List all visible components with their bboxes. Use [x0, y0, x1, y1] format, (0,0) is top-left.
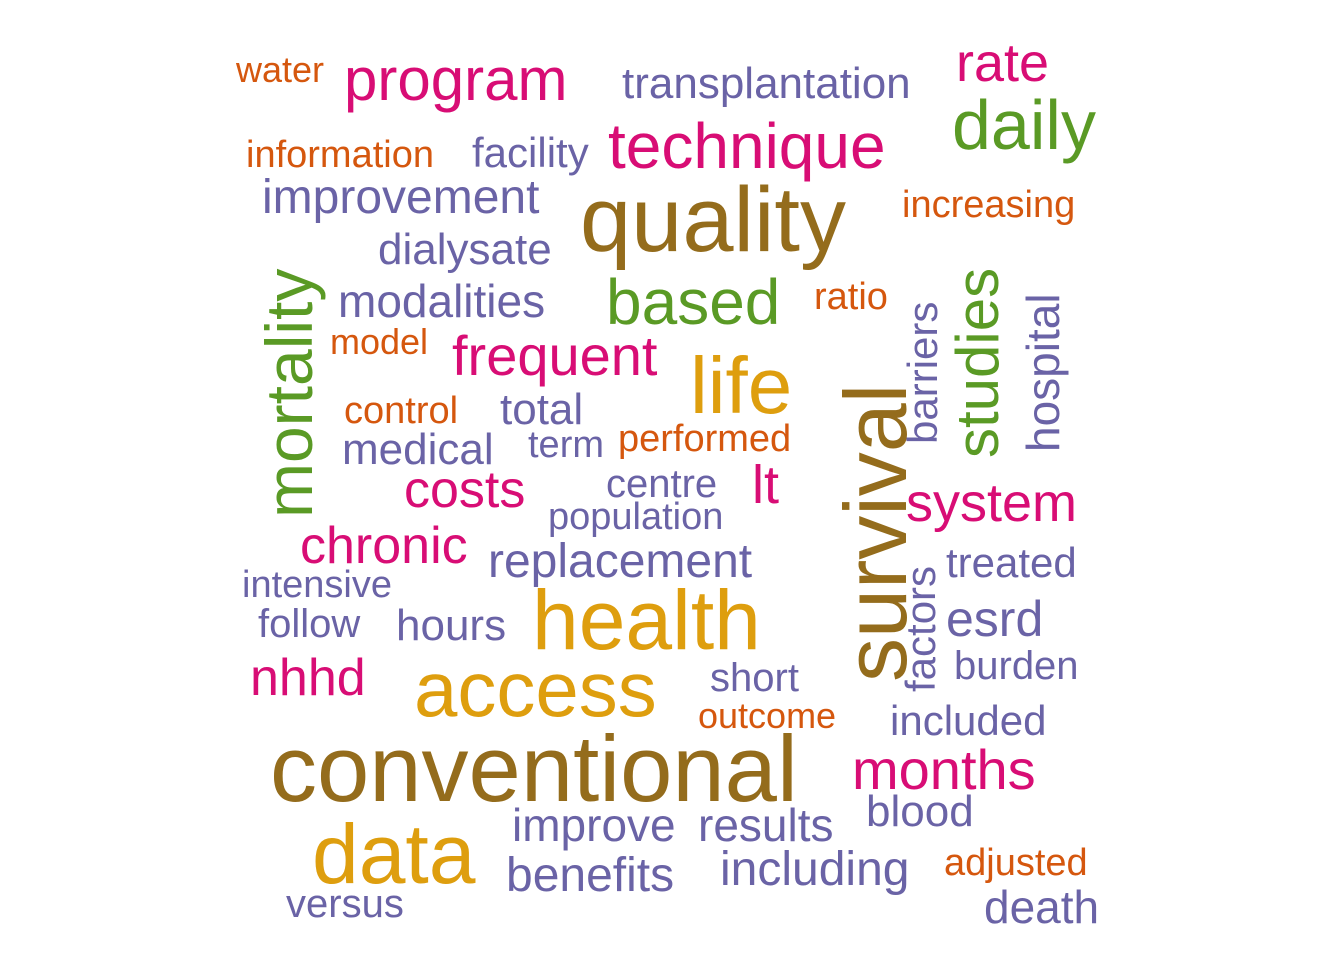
word-follow: follow — [258, 602, 361, 646]
word-short: short — [710, 656, 799, 700]
word-treated: treated — [946, 539, 1077, 586]
word-centre: centre — [606, 462, 718, 506]
word-adjusted: adjusted — [944, 842, 1088, 884]
word-replacement: replacement — [488, 535, 753, 588]
word-population: population — [548, 496, 724, 538]
word-transplantation: transplantation — [622, 59, 911, 108]
word-model: model — [330, 321, 429, 362]
word-term: term — [528, 424, 604, 466]
word-barriers: barriers — [899, 301, 946, 444]
word-mortality: mortality — [252, 268, 326, 518]
word-results: results — [698, 799, 834, 851]
word-lt: lt — [752, 455, 779, 515]
word-health: health — [532, 573, 761, 667]
word-improve: improve — [512, 799, 676, 851]
word-performed: performed — [618, 418, 792, 460]
word-esrd: esrd — [946, 591, 1044, 647]
word-modalities: modalities — [338, 275, 546, 327]
word-total: total — [500, 385, 584, 434]
word-included: included — [890, 697, 1047, 744]
word-chronic: chronic — [300, 517, 468, 575]
word-control: control — [344, 390, 459, 432]
word-costs: costs — [404, 461, 526, 519]
word-based: based — [606, 266, 781, 338]
word-data: data — [312, 807, 476, 901]
word-frequent: frequent — [452, 324, 658, 387]
word-outcome: outcome — [698, 695, 837, 736]
word-technique: technique — [608, 110, 886, 182]
word-rate: rate — [956, 33, 1050, 93]
word-medical: medical — [342, 425, 494, 474]
word-death: death — [984, 881, 1100, 933]
word-increasing: increasing — [902, 184, 1076, 226]
word-information: information — [246, 134, 434, 176]
word-improvement: improvement — [262, 171, 540, 224]
word-ratio: ratio — [814, 276, 888, 318]
word-nhhd: nhhd — [250, 649, 366, 707]
word-system: system — [906, 473, 1078, 533]
word-life: life — [690, 341, 793, 430]
word-access: access — [414, 645, 657, 733]
word-facility: facility — [472, 129, 589, 176]
word-factors: factors — [897, 565, 944, 692]
word-intensive: intensive — [242, 564, 392, 606]
word-versus: versus — [286, 882, 404, 926]
word-program: program — [344, 46, 568, 113]
word-water: water — [236, 49, 325, 90]
word-blood: blood — [866, 787, 974, 836]
word-hours: hours — [396, 601, 507, 650]
word-quality: quality — [580, 169, 846, 271]
word-studies: studies — [944, 267, 1011, 458]
word-benefits: benefits — [506, 849, 675, 902]
word-months: months — [852, 738, 1036, 801]
word-dialysate: dialysate — [378, 225, 552, 274]
word-daily: daily — [952, 86, 1096, 164]
word-burden: burden — [954, 644, 1079, 688]
word-including: including — [720, 843, 910, 896]
word-conventional: conventional — [270, 716, 798, 821]
word-hospital: hospital — [1017, 293, 1069, 452]
